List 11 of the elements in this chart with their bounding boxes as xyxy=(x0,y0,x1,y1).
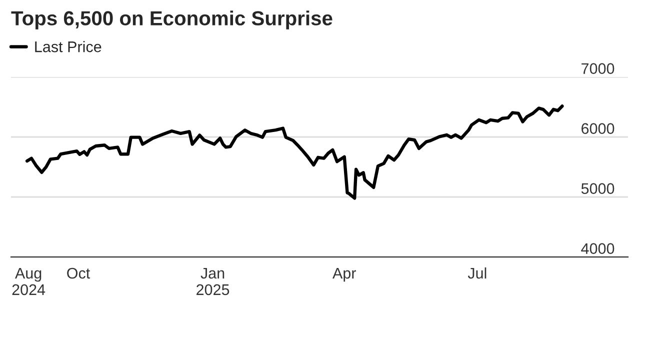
x-tick-label: Oct xyxy=(67,268,90,279)
x-tick-label: Aug 2024 xyxy=(12,268,46,296)
y-tick-label: 6000 xyxy=(582,123,614,134)
x-tick-label: Jan 2025 xyxy=(196,268,230,296)
y-tick-label: 5000 xyxy=(581,183,614,194)
legend-label: Last Price xyxy=(35,41,102,52)
x-tick-label: Jul xyxy=(468,267,486,279)
x-tick-label: Apr xyxy=(332,268,356,282)
chart-title: Tops 6,500 on Economic Surprise xyxy=(11,10,332,30)
y-tick-label: 7000 xyxy=(582,63,614,74)
y-tick-label: 4000 xyxy=(581,243,614,254)
